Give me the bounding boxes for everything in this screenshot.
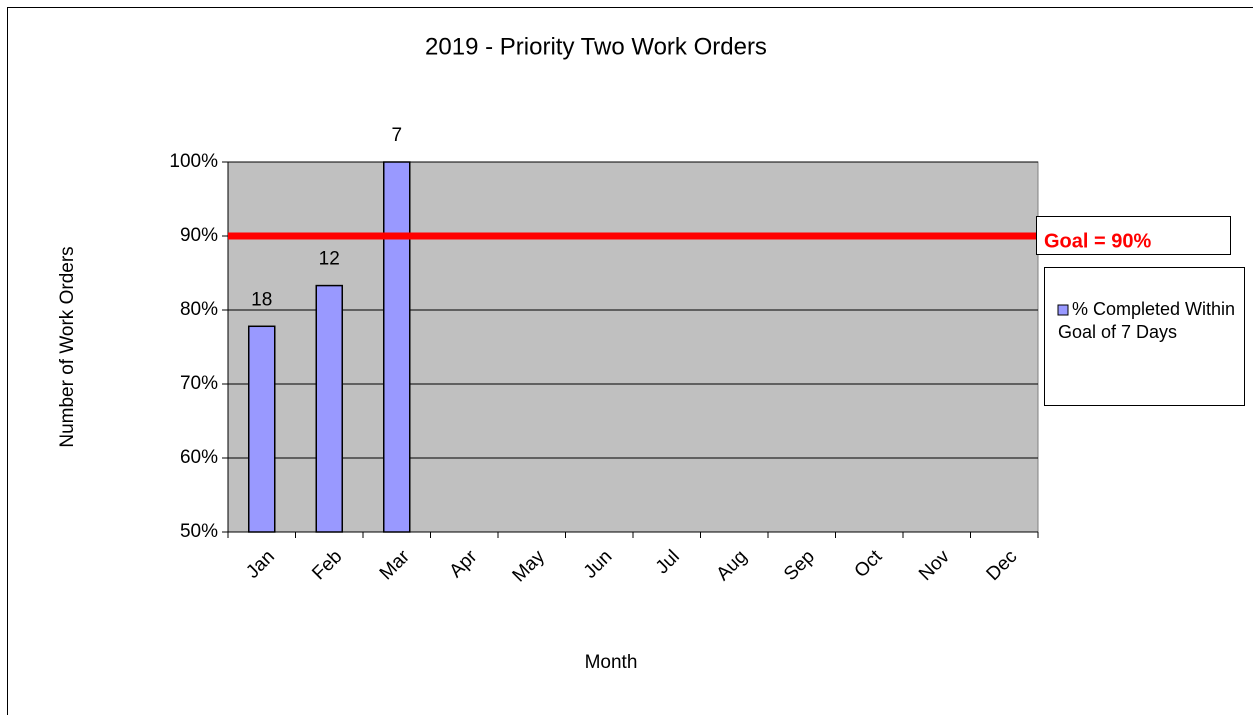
count-label: 12 bbox=[319, 249, 340, 270]
y-tick-label: 80% bbox=[180, 299, 218, 320]
y-tick-label: 100% bbox=[169, 151, 218, 172]
count-label: 18 bbox=[251, 289, 272, 310]
bar bbox=[383, 161, 411, 533]
x-axis-label: Month bbox=[585, 652, 638, 673]
y-tick-label: 70% bbox=[180, 373, 218, 394]
y-tick-label: 50% bbox=[180, 521, 218, 542]
goal-box bbox=[1036, 216, 1231, 255]
bar bbox=[248, 325, 276, 533]
y-tick-label: 60% bbox=[180, 447, 218, 468]
legend-box bbox=[1044, 267, 1245, 406]
count-label: 7 bbox=[391, 125, 402, 146]
y-tick-label: 90% bbox=[180, 225, 218, 246]
y-axis-label: Number of Work Orders bbox=[57, 246, 78, 447]
plot-area bbox=[227, 161, 1039, 533]
legend-swatch bbox=[1057, 304, 1069, 316]
bar bbox=[315, 284, 343, 533]
goal-label: Goal = 90% bbox=[1044, 230, 1151, 252]
legend-label: % Completed Within Goal of 7 Days bbox=[1058, 299, 1235, 342]
chart-title: 2019 - Priority Two Work Orders bbox=[425, 33, 767, 60]
